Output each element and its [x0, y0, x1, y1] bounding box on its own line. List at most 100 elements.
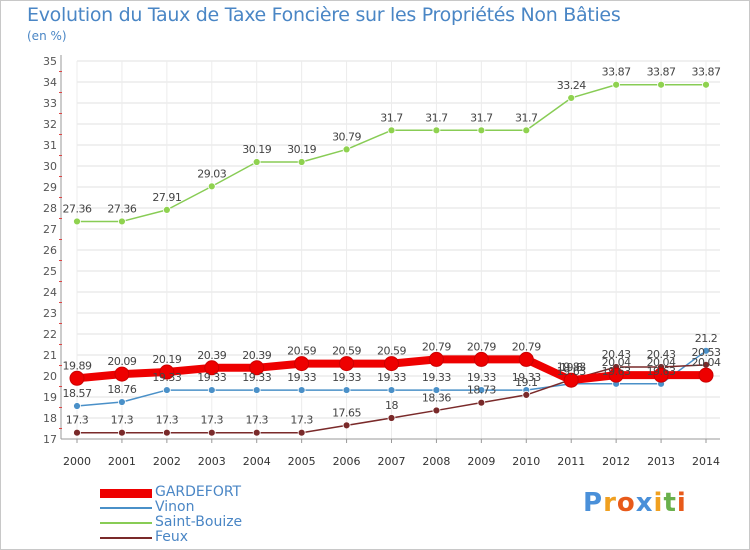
- point-saint-bouize-2005: [297, 158, 306, 166]
- x-tick-label-2006: 2006: [333, 455, 361, 468]
- legend-label-feux: Feux: [155, 529, 189, 545]
- y-tick-label-20: 20: [43, 370, 57, 383]
- point-gardefort-2001: [114, 366, 130, 382]
- point-feux-2005: [297, 428, 306, 437]
- x-tick-label-2012: 2012: [602, 455, 630, 468]
- legend-label-vinon: Vinon: [155, 499, 195, 515]
- data-label-vinon-2012: 19.63: [602, 365, 631, 378]
- legend-swatch-feux: [100, 537, 152, 539]
- x-tick-label-2009: 2009: [467, 455, 495, 468]
- y-tick-label-34: 34: [43, 76, 57, 89]
- data-label-feux-2002: 17.3: [156, 414, 179, 427]
- x-tick-label-2010: 2010: [512, 455, 540, 468]
- point-saint-bouize-2009: [477, 126, 486, 135]
- data-label-gardefort-2003: 20.39: [197, 349, 226, 362]
- data-label-vinon-2007: 19.33: [377, 371, 406, 384]
- data-label-feux-2005: 17.3: [290, 414, 313, 427]
- logo-letter: i: [676, 488, 687, 518]
- y-tick-label-24: 24: [43, 286, 57, 299]
- data-label-saint-bouize-2013: 33.87: [647, 66, 676, 79]
- x-tick-label-2008: 2008: [422, 455, 450, 468]
- point-gardefort-2010: [518, 351, 534, 367]
- legend-label-saint-bouize: Saint-Bouize: [155, 514, 243, 530]
- data-label-saint-bouize-2006: 30.79: [332, 130, 361, 143]
- y-tick-label-17: 17: [43, 433, 57, 446]
- y-tick-label-29: 29: [43, 181, 57, 194]
- point-feux-2006: [342, 421, 351, 430]
- logo-letter: t: [663, 488, 677, 518]
- y-axis-unit-label: (en %): [27, 29, 67, 43]
- y-tick-label-28: 28: [43, 202, 57, 215]
- point-feux-2007: [387, 414, 396, 422]
- legend-item-vinon: Vinon: [100, 499, 360, 515]
- point-feux-2010: [522, 390, 531, 399]
- point-saint-bouize-2011: [567, 94, 576, 102]
- x-tick-label-2000: 2000: [63, 455, 91, 468]
- y-tick-label-35: 35: [43, 55, 57, 68]
- legend-swatch-gardefort: [100, 488, 152, 498]
- point-feux-2001: [118, 428, 126, 437]
- point-vinon-2004: [252, 386, 261, 394]
- point-gardefort-2013: [653, 367, 669, 383]
- point-feux-2002: [162, 428, 171, 437]
- data-label-gardefort-2009: 20.79: [467, 340, 496, 353]
- data-label-vinon-2011: 19.63: [557, 365, 586, 378]
- point-saint-bouize-2002: [162, 205, 171, 214]
- data-label-feux-2001: 17.3: [111, 414, 134, 427]
- point-saint-bouize-2008: [432, 126, 441, 135]
- data-label-feux-2013: 20.43: [647, 348, 676, 361]
- data-label-saint-bouize-2010: 31.7: [515, 111, 538, 124]
- data-label-gardefort-2002: 20.19: [152, 353, 181, 366]
- data-label-vinon-2013: 19.63: [647, 365, 676, 378]
- logo-letter: i: [653, 488, 664, 518]
- data-label-vinon-2010: 19.33: [512, 371, 541, 384]
- data-label-gardefort-2008: 20.79: [422, 340, 451, 353]
- data-label-vinon-2009: 19.33: [467, 371, 496, 384]
- x-tick-label-2004: 2004: [243, 455, 271, 468]
- point-feux-2000: [73, 428, 81, 437]
- data-label-saint-bouize-2003: 29.03: [197, 167, 226, 180]
- logo-letter: r: [603, 488, 617, 518]
- data-label-gardefort-2006: 20.59: [332, 345, 361, 358]
- data-label-saint-bouize-2000: 27.36: [63, 202, 92, 215]
- point-gardefort-2007: [384, 356, 399, 372]
- x-tick-label-2005: 2005: [288, 455, 316, 468]
- data-label-gardefort-2001: 20.09: [107, 355, 136, 368]
- point-vinon-2006: [342, 386, 351, 394]
- data-label-gardefort-2011: 19.8: [560, 361, 583, 374]
- x-tick-label-2001: 2001: [108, 455, 136, 468]
- point-saint-bouize-2003: [207, 182, 216, 191]
- data-label-gardefort-2000: 19.89: [63, 359, 92, 372]
- x-tick-label-2003: 2003: [198, 455, 226, 468]
- y-tick-label-18: 18: [43, 412, 57, 425]
- data-label-vinon-2002: 19.33: [152, 371, 181, 384]
- point-saint-bouize-2010: [522, 126, 531, 135]
- data-label-saint-bouize-2011: 33.24: [557, 79, 586, 92]
- point-vinon-2009: [477, 386, 486, 394]
- point-feux-2009: [477, 398, 486, 407]
- data-label-feux-2008: 18.36: [422, 391, 451, 404]
- point-gardefort-2012: [608, 367, 624, 383]
- point-gardefort-2014: [698, 367, 714, 383]
- data-label-vinon-2001: 18.76: [107, 383, 136, 396]
- point-gardefort-2003: [204, 360, 220, 376]
- data-label-saint-bouize-2005: 30.19: [287, 143, 316, 156]
- point-saint-bouize-2001: [118, 217, 126, 226]
- data-label-feux-2007: 18: [385, 399, 398, 412]
- data-label-gardefort-2013: 20.04: [647, 356, 676, 369]
- y-tick-label-26: 26: [43, 244, 57, 257]
- data-label-feux-2009: 18.73: [467, 384, 496, 397]
- data-label-feux-2011: 19.83: [557, 361, 586, 374]
- data-label-saint-bouize-2008: 31.7: [425, 111, 448, 124]
- point-saint-bouize-2013: [657, 80, 665, 89]
- data-label-saint-bouize-2012: 33.87: [602, 66, 631, 79]
- data-label-feux-2012: 20.43: [602, 348, 631, 361]
- y-tick-label-21: 21: [43, 349, 57, 362]
- data-label-vinon-2004: 19.33: [242, 371, 271, 384]
- data-label-gardefort-2004: 20.39: [242, 349, 271, 362]
- point-vinon-2000: [73, 402, 81, 410]
- point-gardefort-2004: [249, 360, 265, 376]
- data-label-feux-2014: 20.53: [692, 346, 721, 359]
- point-saint-bouize-2012: [612, 80, 621, 89]
